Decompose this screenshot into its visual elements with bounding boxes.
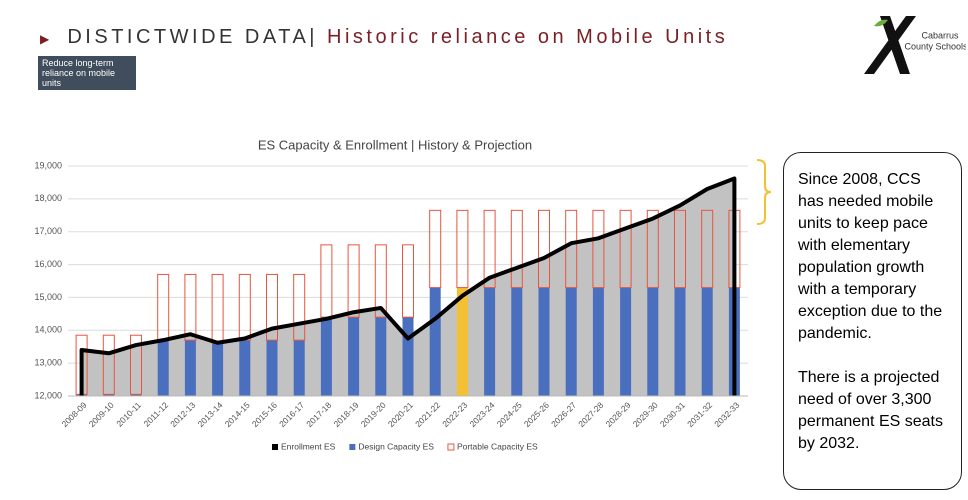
portable-bar bbox=[130, 334, 142, 395]
design-bar bbox=[103, 394, 115, 396]
x-tick-label: 2021-22 bbox=[413, 400, 442, 429]
portable-bar bbox=[538, 209, 550, 289]
design-bar bbox=[620, 287, 632, 396]
design-bar bbox=[375, 317, 387, 396]
design-bar bbox=[157, 340, 169, 396]
badge: Reduce long-term reliance on mobile unit… bbox=[38, 56, 136, 90]
portable-bar bbox=[429, 209, 442, 289]
x-tick-label: 2017-18 bbox=[304, 400, 333, 429]
legend-swatch bbox=[349, 444, 356, 450]
section-label: DISTICTWIDE DATA| bbox=[67, 26, 318, 48]
design-bar bbox=[592, 287, 604, 396]
logo-line1: Cabarrus bbox=[921, 30, 959, 40]
legend-label: Portable Capacity ES bbox=[457, 441, 538, 451]
design-bar bbox=[348, 317, 360, 396]
y-tick-label: 17,000 bbox=[34, 226, 62, 236]
callout-text: Since 2008, CCS has needed mobile units … bbox=[798, 171, 943, 342]
design-bar bbox=[184, 340, 196, 396]
x-tick-label: 2018-19 bbox=[331, 400, 360, 429]
portable-bar bbox=[592, 209, 605, 289]
design-bar bbox=[647, 287, 659, 396]
portable-bar bbox=[646, 209, 659, 289]
design-bar bbox=[429, 287, 441, 396]
portable-bar bbox=[320, 244, 333, 318]
portable-bar bbox=[510, 209, 523, 289]
x-tick-label: 2030-31 bbox=[658, 400, 687, 429]
chart-title: ES Capacity & Enrollment | History & Pro… bbox=[258, 137, 532, 152]
callout-text: There is a projected need of over 3,300 … bbox=[798, 369, 943, 452]
portable-bar bbox=[402, 244, 414, 318]
design-bar bbox=[130, 394, 142, 396]
x-tick-label: 2022-23 bbox=[440, 400, 469, 429]
design-bar bbox=[484, 287, 496, 396]
design-bar bbox=[266, 340, 278, 396]
x-tick-label: 2010-11 bbox=[114, 400, 143, 429]
x-tick-label: 2015-16 bbox=[250, 400, 279, 429]
legend-label: Enrollment ES bbox=[281, 441, 336, 451]
x-tick-label: 2031-32 bbox=[685, 400, 714, 429]
portable-bar bbox=[374, 244, 387, 318]
design-bar bbox=[320, 317, 332, 396]
x-tick-label: 2013-14 bbox=[195, 400, 224, 429]
y-tick-label: 13,000 bbox=[34, 358, 62, 368]
design-bar bbox=[293, 340, 305, 396]
x-tick-label: 2008-09 bbox=[59, 400, 88, 429]
enrollment-line bbox=[79, 176, 737, 396]
portable-bar bbox=[456, 209, 469, 289]
portable-bar bbox=[211, 273, 224, 344]
x-tick-label: 2029-30 bbox=[631, 400, 660, 429]
design-bar bbox=[456, 287, 468, 396]
design-bar bbox=[511, 287, 523, 396]
portable-bar bbox=[701, 209, 714, 289]
logo-line2: County Schools bbox=[904, 41, 966, 51]
header: ▶ DISTICTWIDE DATA| Historic reliance on… bbox=[40, 26, 729, 48]
badge-text: Reduce long-term reliance on mobile unit… bbox=[42, 58, 116, 88]
bracket bbox=[756, 159, 772, 225]
y-tick-label: 12,000 bbox=[34, 390, 62, 400]
x-tick-label: 2027-28 bbox=[576, 400, 605, 429]
x-tick-label: 2032-33 bbox=[712, 400, 741, 429]
portable-bar bbox=[293, 273, 306, 341]
x-tick-label: 2020-21 bbox=[386, 400, 415, 429]
x-tick-label: 2019-20 bbox=[359, 400, 388, 429]
portable-bar bbox=[184, 273, 197, 341]
design-bar bbox=[538, 287, 550, 396]
design-bar bbox=[565, 287, 577, 396]
y-tick-label: 15,000 bbox=[34, 292, 62, 302]
y-tick-label: 19,000 bbox=[34, 160, 62, 170]
portable-bar bbox=[483, 209, 496, 289]
x-tick-label: 2016-17 bbox=[277, 400, 306, 429]
portable-bar bbox=[565, 209, 578, 289]
x-tick-label: 2023-24 bbox=[467, 400, 496, 429]
portable-bar bbox=[674, 209, 686, 289]
portable-bar bbox=[347, 244, 360, 318]
design-bar bbox=[402, 317, 414, 396]
x-tick-label: 2024-25 bbox=[495, 400, 524, 429]
design-bar bbox=[674, 287, 686, 396]
design-bar bbox=[701, 287, 713, 396]
design-bar bbox=[239, 340, 251, 396]
y-tick-label: 14,000 bbox=[34, 325, 62, 335]
legend-swatch bbox=[272, 444, 278, 450]
portable-bar bbox=[266, 273, 278, 341]
slide-title: Historic reliance on Mobile Units bbox=[327, 26, 729, 48]
y-tick-label: 16,000 bbox=[34, 259, 62, 269]
y-tick-label: 18,000 bbox=[34, 193, 62, 203]
x-tick-label: 2025-26 bbox=[522, 400, 551, 429]
logo: Cabarrus County Schools bbox=[864, 16, 966, 74]
x-tick-label: 2009-10 bbox=[87, 400, 116, 429]
callout: Since 2008, CCS has needed mobile units … bbox=[783, 152, 962, 490]
x-tick-label: 2014-15 bbox=[223, 400, 252, 429]
x-tick-label: 2026-27 bbox=[549, 400, 578, 429]
x-tick-label: 2012-13 bbox=[168, 400, 197, 429]
design-bar bbox=[212, 343, 224, 396]
x-tick-label: 2028-29 bbox=[603, 400, 632, 429]
portable-bar bbox=[619, 209, 632, 289]
x-tick-label: 2011-12 bbox=[142, 400, 171, 429]
legend-swatch bbox=[447, 443, 455, 451]
legend-label: Design Capacity ES bbox=[358, 441, 434, 451]
portable-bar bbox=[102, 334, 115, 395]
